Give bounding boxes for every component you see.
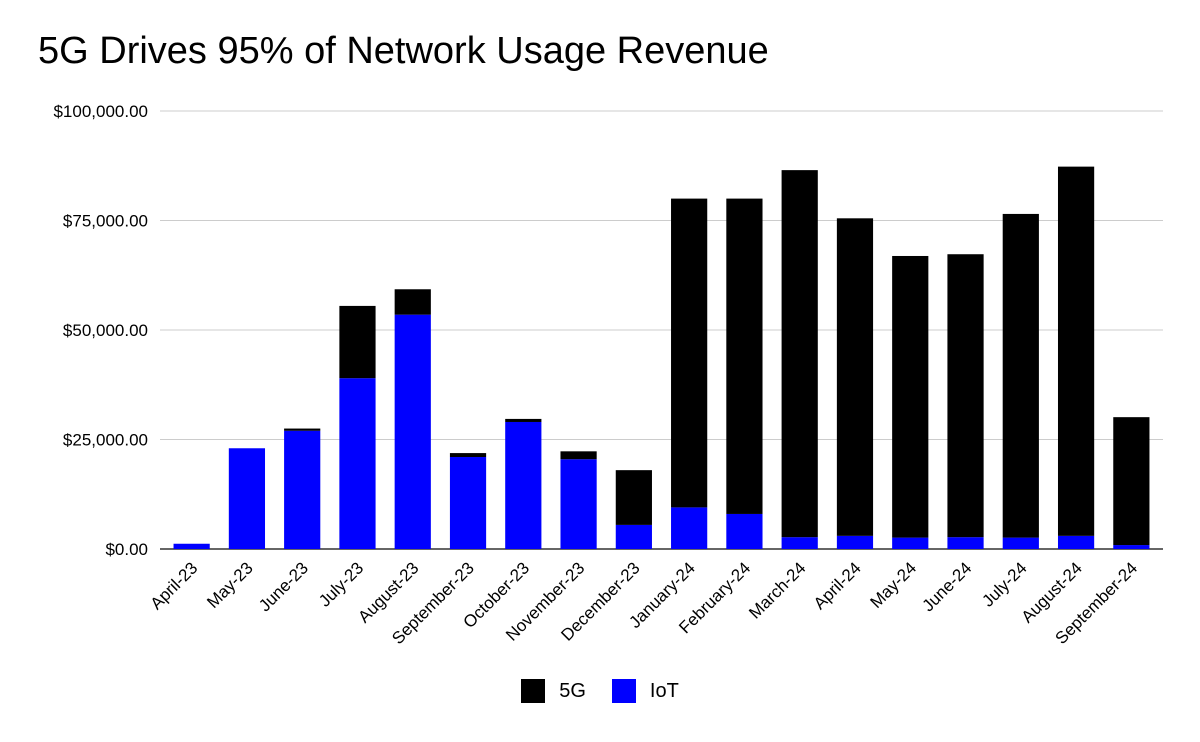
bar-5g-april-24 [836,218,874,536]
bar-iot-april-23 [173,543,210,549]
bar-5g-november-23 [560,451,597,460]
chart-title: 5G Drives 95% of Network Usage Revenue [38,30,769,72]
bars [173,166,1150,549]
legend-item-iot: IoT [611,679,679,703]
legend-label-iot: IoT [649,679,679,702]
bar-iot-december-23 [615,524,652,549]
bar-iot-june-23 [284,430,321,549]
x-tick-label: June-23 [255,558,312,615]
bar-5g-july-23 [339,305,376,379]
bar-iot-january-24 [671,507,708,549]
bar-5g-august-23 [394,289,431,315]
legend-swatch-iot [611,679,636,703]
y-tick-label: $25,000.00 [63,431,148,450]
y-tick-label: $75,000.00 [63,212,148,231]
legend-swatch-5g [521,679,546,703]
y-tick-label: $0.00 [105,540,148,559]
x-tick-label: March-24 [745,558,809,622]
x-tick-label: May-24 [867,558,921,612]
bar-5g-february-24 [726,198,763,514]
legend-label-5g: 5G [559,679,586,702]
bar-5g-july-24 [1002,213,1039,538]
x-tick-label: July-24 [978,558,1030,610]
y-tick-label: $100,000.00 [53,102,148,121]
x-tick-label: April-23 [147,558,202,613]
bar-iot-september-24 [1113,545,1150,549]
bar-5g-january-24 [671,198,708,508]
legend: 5G IoT [0,679,1200,703]
bar-iot-may-23 [228,448,266,549]
bar-iot-february-24 [726,513,763,549]
x-tick-label: July-23 [315,558,367,610]
y-axis-tick-labels: $0.00 $25,000.00 $50,000.00 $75,000.00 $100,… [53,102,148,559]
bar-iot-june-24 [947,537,984,549]
bar-iot-august-23 [394,314,431,549]
bar-iot-may-24 [892,537,929,549]
bar-iot-march-24 [781,537,818,549]
bar-5g-september-23 [449,453,487,458]
bar-5g-may-24 [892,255,929,538]
bar-iot-september-23 [449,457,487,549]
x-tick-label: June-24 [918,558,975,615]
bar-5g-december-23 [615,470,652,525]
bar-5g-august-24 [1057,166,1095,536]
x-tick-label: May-23 [203,558,257,612]
y-tick-label: $50,000.00 [63,321,148,340]
bar-iot-april-24 [836,535,874,549]
bar-iot-july-24 [1002,537,1039,549]
bar-5g-september-24 [1113,417,1150,546]
bar-5g-october-23 [505,418,542,422]
bar-iot-november-23 [560,459,597,549]
gridlines [160,110,1163,550]
bar-iot-october-23 [505,421,542,549]
bar-iot-august-24 [1057,535,1095,549]
bar-iot-july-23 [339,378,376,549]
legend-item-5g: 5G [521,679,586,703]
bar-5g-june-24 [947,254,984,538]
bar-5g-march-24 [781,170,818,538]
x-tick-label: April-24 [810,558,865,613]
bar-5g-june-23 [284,428,321,431]
